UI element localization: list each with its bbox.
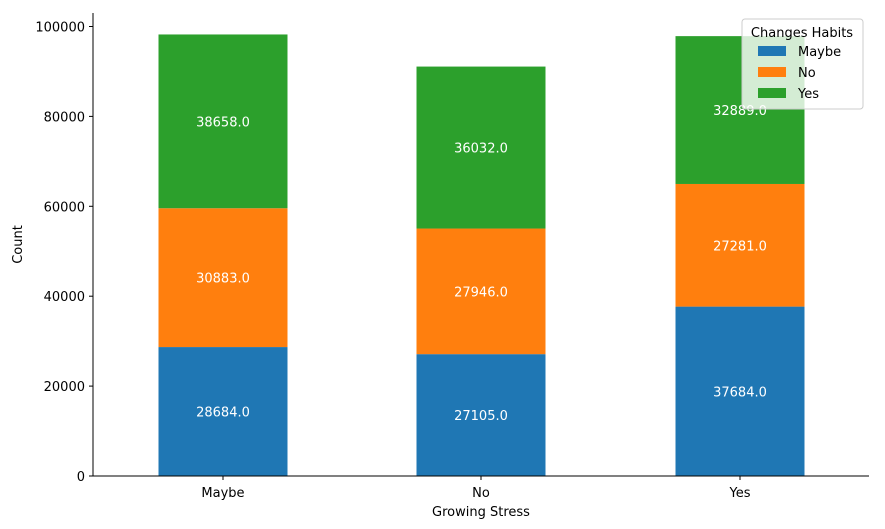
data-label-maybe-maybe: 28684.0 [196, 406, 250, 421]
data-label-maybe-yes: 38658.0 [196, 115, 250, 130]
x-axis-label: Growing Stress [432, 505, 530, 520]
x-tick-label: Yes [729, 486, 751, 501]
bar-no-maybe [416, 354, 546, 476]
x-tick-label: No [472, 486, 490, 501]
bar-maybe-yes [158, 34, 288, 209]
bars-layer [158, 34, 805, 476]
legend-swatch-yes [758, 88, 786, 98]
legend-swatch-no [758, 67, 786, 77]
y-axis-label: Count [11, 225, 26, 264]
y-ticks: 0 20000 40000 60000 80000 100000 [35, 20, 93, 485]
bar-yes-no [675, 183, 805, 307]
bar-maybe-no [158, 208, 288, 348]
x-tick-label: Maybe [201, 486, 244, 501]
data-label-yes-no: 27281.0 [713, 239, 767, 254]
bar-no-no [416, 228, 546, 355]
y-tick-label: 20000 [44, 380, 85, 395]
legend-label-maybe: Maybe [798, 45, 841, 60]
y-tick-label: 100000 [35, 20, 85, 35]
legend-label-no: No [798, 66, 816, 81]
legend-label-yes: Yes [797, 87, 819, 102]
y-tick-label: 0 [77, 470, 85, 485]
legend-box [741, 18, 864, 110]
data-label-maybe-no: 30883.0 [196, 272, 250, 287]
bar-yes-maybe [675, 306, 805, 476]
data-label-yes-maybe: 37684.0 [713, 385, 767, 400]
legend-swatch-maybe [758, 46, 786, 56]
bar-maybe-maybe [158, 347, 288, 476]
y-tick-label: 60000 [44, 200, 85, 215]
bar-no-yes [416, 66, 546, 229]
data-label-no-no: 27946.0 [454, 285, 508, 300]
data-label-no-yes: 36032.0 [454, 142, 508, 157]
legend-items: Maybe No Yes [758, 45, 841, 102]
y-tick-label: 40000 [44, 290, 85, 305]
legend: Changes Habits Maybe No Yes [741, 18, 864, 110]
x-ticks: Maybe No Yes [201, 476, 751, 501]
data-label-no-maybe: 27105.0 [454, 409, 508, 424]
legend-title: Changes Habits [751, 26, 853, 41]
y-tick-label: 80000 [44, 110, 85, 125]
